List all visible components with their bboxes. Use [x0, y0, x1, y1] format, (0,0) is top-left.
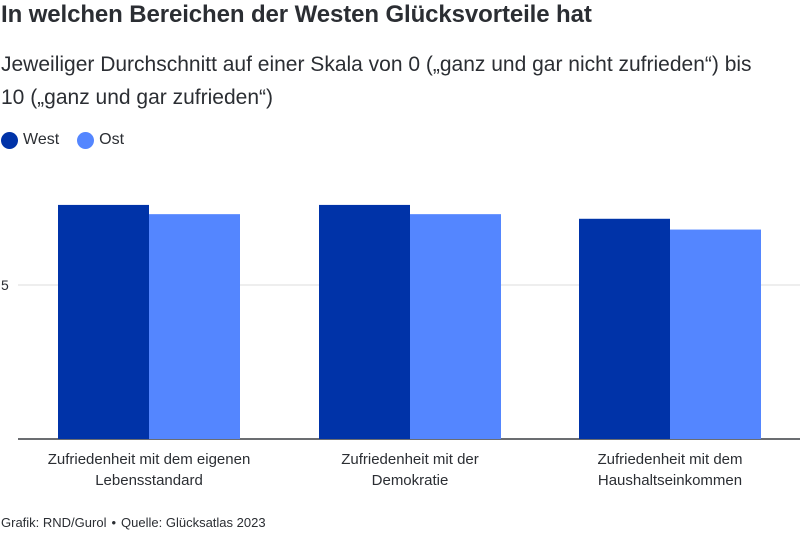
bar-west-2: [579, 218, 670, 439]
x-tick-label: Lebensstandard: [95, 472, 203, 489]
bar-west-1: [319, 204, 410, 439]
y-tick-label: 5: [1, 277, 9, 293]
legend-item-west: West: [1, 131, 59, 149]
bar-chart: 5 Zufriedenheit mit dem eigenen Lebensstan…: [1, 204, 800, 489]
x-tick-label: Zufriedenheit mit der: [341, 451, 479, 468]
footer-source: Quelle: Glücksatlas 2023: [121, 515, 266, 530]
chart-title: In welchen Bereichen der Westen Glücksvo…: [1, 1, 592, 28]
x-tick-label: Zufriedenheit mit dem eigenen: [48, 451, 251, 468]
legend-swatch-ost: [77, 131, 95, 149]
bar-ost-1: [410, 214, 501, 439]
footer: Grafik: RND/Gurol • Quelle: Glücksatlas 20…: [1, 515, 266, 530]
chart-subtitle: Jeweiliger Durchschnitt auf einer Skala …: [1, 53, 752, 109]
legend-swatch-west: [1, 131, 18, 149]
footer-separator: •: [111, 515, 117, 530]
x-tick-label: Zufriedenheit mit dem: [597, 451, 742, 468]
bar-west-0: [58, 204, 149, 439]
legend-item-ost: Ost: [77, 131, 124, 149]
legend-label-west: West: [23, 131, 60, 148]
footer-credit: Grafik: RND/Gurol: [1, 515, 107, 530]
bar-ost-2: [670, 229, 761, 439]
legend-label-ost: Ost: [99, 131, 125, 148]
legend: West Ost: [1, 131, 142, 149]
x-tick-label: Haushaltseinkommen: [598, 472, 742, 489]
bar-ost-0: [149, 214, 240, 439]
x-tick-label: Demokratie: [372, 472, 449, 489]
